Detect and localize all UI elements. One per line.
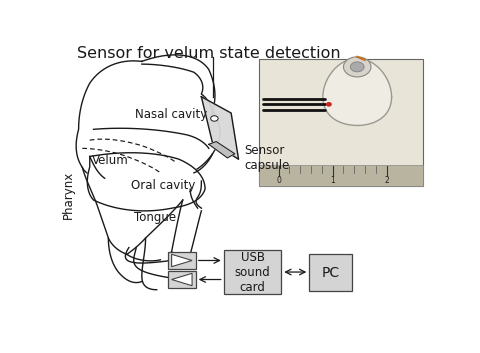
- Circle shape: [211, 116, 218, 121]
- Polygon shape: [172, 254, 192, 267]
- Text: USB
sound
card: USB sound card: [235, 251, 270, 294]
- Circle shape: [326, 103, 331, 106]
- FancyBboxPatch shape: [168, 252, 196, 269]
- Text: Sensor for velum state detection: Sensor for velum state detection: [77, 47, 341, 61]
- Polygon shape: [202, 97, 239, 159]
- FancyBboxPatch shape: [259, 59, 423, 186]
- Text: PC: PC: [322, 266, 340, 280]
- Text: 0: 0: [276, 176, 281, 185]
- FancyBboxPatch shape: [224, 250, 281, 294]
- Text: Velum: Velum: [92, 154, 128, 167]
- Polygon shape: [209, 142, 235, 158]
- Text: Pharynx: Pharynx: [62, 170, 75, 219]
- Text: Tongue: Tongue: [134, 211, 176, 224]
- FancyBboxPatch shape: [259, 165, 423, 186]
- Text: Nasal cavity: Nasal cavity: [135, 108, 208, 121]
- Text: Sensor
capsule: Sensor capsule: [244, 144, 289, 172]
- Text: 1: 1: [330, 176, 335, 185]
- Polygon shape: [76, 55, 220, 180]
- Circle shape: [350, 62, 364, 72]
- Circle shape: [344, 57, 371, 77]
- Text: 2: 2: [384, 176, 389, 185]
- Text: Oral cavity: Oral cavity: [131, 179, 195, 192]
- Polygon shape: [323, 59, 392, 125]
- Polygon shape: [172, 273, 192, 286]
- FancyBboxPatch shape: [168, 271, 196, 288]
- FancyBboxPatch shape: [309, 255, 352, 291]
- Polygon shape: [87, 153, 205, 211]
